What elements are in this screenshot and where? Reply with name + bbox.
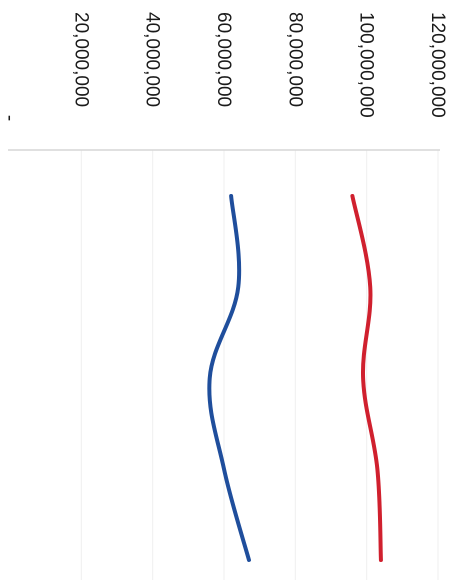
series-lines	[207, 194, 383, 562]
value-tick-label: 20,000,000	[70, 12, 91, 107]
series-line-2	[350, 194, 383, 562]
value-axis-tick-labels: - 20,000,000 40,000,000 60,000,000 80,000,00…	[0, 12, 448, 121]
value-tick-label: 80,000,000	[284, 12, 305, 107]
value-tick-label: 40,000,000	[142, 12, 163, 107]
value-tick-label: -	[0, 115, 20, 121]
value-tick-label: 60,000,000	[213, 12, 234, 107]
gridlines	[80, 150, 439, 580]
value-tick-label: 100,000,000	[356, 12, 377, 118]
value-tick-label: 120,000,000	[427, 12, 448, 118]
series-line-1	[207, 194, 251, 562]
